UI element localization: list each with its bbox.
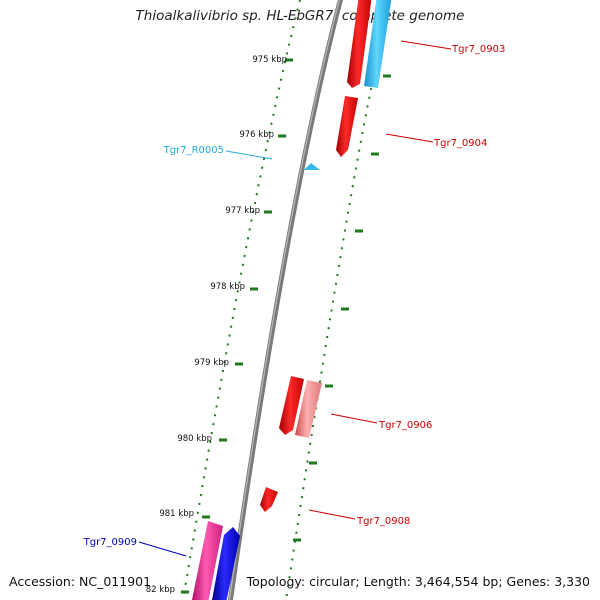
feature-tgr7-0903-rna[interactable] [364,0,392,88]
feature-tgr7-0909[interactable] [192,521,223,600]
feature-labels: Tgr7_0903 Tgr7_0904 Tgr7_R0005 Tgr7_0906… [83,44,506,548]
feature-tgr7-0904[interactable] [336,96,358,157]
label-tgr7-0908[interactable]: Tgr7_0908 [356,516,410,527]
scale-label: 976 kbp [239,130,274,140]
feature-tgr7-0909-blue[interactable] [212,527,240,600]
scale-labels: 975 kbp 976 kbp 977 kbp 978 kbp 979 kbp … [146,55,287,595]
genome-summary: Topology: circular; Length: 3,464,554 bp… [246,574,590,589]
connector-tgr7-0909 [138,541,187,557]
label-tgr7-0904[interactable]: Tgr7_0904 [433,138,487,149]
genome-backbone [227,0,343,600]
left-major-ticks [181,58,293,594]
connector-tgr7-0904 [385,133,434,143]
left-tick-track [181,0,301,600]
accession-label: Accession: NC_011901 [9,574,152,589]
feature-tgr7-0906-pseudo[interactable] [295,380,322,438]
scale-label: 978 kbp [210,282,245,292]
right-minor-ticks [285,0,391,600]
feature-tgr7-0903[interactable] [347,0,372,88]
scale-label: 980 kbp [177,434,212,444]
left-minor-ticks [182,0,301,600]
features [192,0,392,600]
connector-tgr7-0908 [308,509,356,520]
scale-label: 82 kbp [146,585,175,595]
label-tgr7-0909[interactable]: Tgr7_0909 [83,537,137,548]
right-major-ticks [293,74,391,542]
scale-label: 981 kbp [159,509,194,519]
label-tgr7-0903[interactable]: Tgr7_0903 [451,44,505,55]
scale-label: 975 kbp [252,55,287,65]
feature-tgr7-0908[interactable] [260,487,278,512]
scale-label: 979 kbp [194,358,229,368]
feature-tgr7-r0005[interactable] [304,163,320,170]
label-tgr7-r0005[interactable]: Tgr7_R0005 [163,145,224,156]
scale-label: 977 kbp [225,206,260,216]
genome-backbone-highlight [228,0,340,600]
right-tick-track [285,0,391,600]
label-connectors [138,40,452,557]
connector-tgr7-r0005 [225,150,273,160]
label-tgr7-0906[interactable]: Tgr7_0906 [378,420,432,431]
feature-tgr7-0906[interactable] [279,376,304,435]
connector-tgr7-0903 [400,40,452,50]
connector-tgr7-0906 [330,413,378,424]
